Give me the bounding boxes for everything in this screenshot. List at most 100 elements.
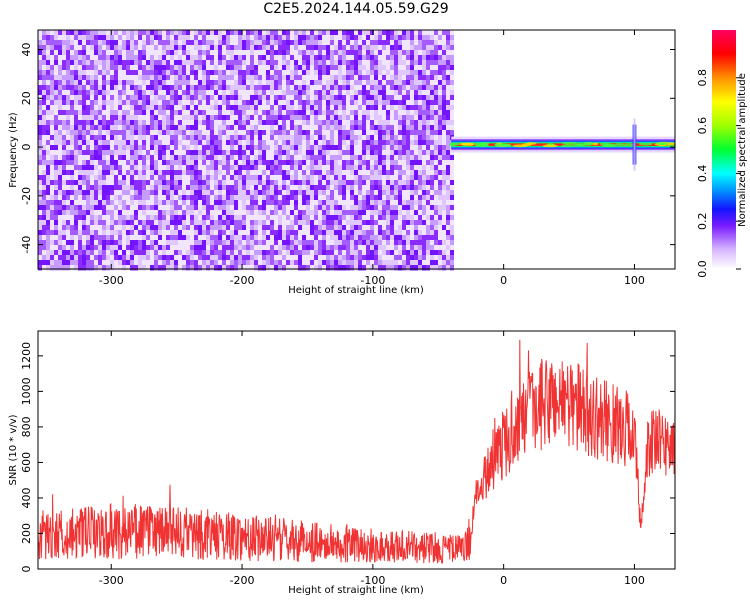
heatmap-cell bbox=[342, 135, 346, 141]
heatmap-cell bbox=[414, 230, 418, 236]
heatmap-cell bbox=[182, 100, 186, 106]
heatmap-cell bbox=[106, 210, 110, 216]
heatmap-cell bbox=[206, 260, 210, 266]
heatmap-cell bbox=[194, 235, 198, 241]
heatmap-cell bbox=[50, 230, 54, 236]
heatmap-cell bbox=[310, 235, 314, 241]
heatmap-cell bbox=[170, 245, 174, 251]
heatmap-cell bbox=[266, 150, 270, 156]
heatmap-cell bbox=[362, 220, 366, 226]
heatmap-cell bbox=[202, 230, 206, 236]
heatmap-cell bbox=[214, 175, 218, 181]
heatmap-cell bbox=[90, 230, 94, 236]
heatmap-cell bbox=[98, 255, 102, 261]
heatmap-cell bbox=[330, 230, 334, 236]
heatmap-cell bbox=[370, 230, 374, 236]
heatmap-cell bbox=[186, 60, 190, 66]
heatmap-cell bbox=[442, 65, 446, 71]
heatmap-cell bbox=[174, 205, 178, 211]
heatmap-cell bbox=[194, 85, 198, 91]
heatmap-cell bbox=[238, 50, 242, 56]
heatmap-cell bbox=[218, 40, 222, 46]
heatmap-cell bbox=[218, 215, 222, 221]
heatmap-cell bbox=[338, 190, 342, 196]
heatmap-cell bbox=[214, 250, 218, 256]
heatmap-cell bbox=[370, 165, 374, 171]
heatmap-cell bbox=[98, 240, 102, 246]
heatmap-cell bbox=[46, 135, 50, 141]
heatmap-cell bbox=[426, 35, 430, 41]
heatmap-cell bbox=[134, 200, 138, 206]
heatmap-cell bbox=[222, 75, 226, 81]
heatmap-cell bbox=[414, 210, 418, 216]
heatmap-cell bbox=[122, 110, 126, 116]
heatmap-cell bbox=[298, 255, 302, 261]
heatmap-cell bbox=[178, 65, 182, 71]
heatmap-cell bbox=[170, 165, 174, 171]
heatmap-cell bbox=[74, 35, 78, 41]
heatmap-cell bbox=[46, 250, 50, 256]
heatmap-cell bbox=[54, 110, 58, 116]
heatmap-cell bbox=[242, 230, 246, 236]
heatmap-cell bbox=[390, 145, 394, 151]
heatmap-cell bbox=[278, 115, 282, 121]
heatmap-cell bbox=[366, 155, 370, 161]
heatmap-cell bbox=[142, 180, 146, 186]
heatmap-cell bbox=[282, 210, 286, 216]
heatmap-cell bbox=[326, 165, 330, 171]
heatmap-cell bbox=[306, 145, 310, 151]
heatmap-cell bbox=[182, 90, 186, 96]
heatmap-cell bbox=[198, 200, 202, 206]
heatmap-cell bbox=[74, 200, 78, 206]
heatmap-cell bbox=[394, 250, 398, 256]
heatmap-cell bbox=[294, 70, 298, 76]
heatmap-cell bbox=[378, 235, 382, 241]
heatmap-cell bbox=[54, 100, 58, 106]
heatmap-cell bbox=[450, 250, 454, 256]
heatmap-cell bbox=[282, 105, 286, 111]
heatmap-cell bbox=[358, 100, 362, 106]
heatmap-cell bbox=[234, 40, 238, 46]
heatmap-cell bbox=[434, 205, 438, 211]
heatmap-cell bbox=[382, 40, 386, 46]
heatmap-cell bbox=[418, 195, 422, 201]
heatmap-cell bbox=[226, 125, 230, 131]
heatmap-cell bbox=[166, 55, 170, 61]
heatmap-cell bbox=[38, 235, 42, 241]
heatmap-cell bbox=[206, 165, 210, 171]
heatmap-cell bbox=[254, 180, 258, 186]
heatmap-cell bbox=[402, 80, 406, 86]
heatmap-cell bbox=[286, 130, 290, 136]
heatmap-cell bbox=[126, 190, 130, 196]
heatmap-cell bbox=[414, 55, 418, 61]
heatmap-cell bbox=[146, 120, 150, 126]
heatmap-cell bbox=[334, 235, 338, 241]
heatmap-cell bbox=[102, 80, 106, 86]
heatmap-cell bbox=[218, 260, 222, 266]
heatmap-cell bbox=[430, 105, 434, 111]
heatmap-cell bbox=[290, 205, 294, 211]
heatmap-cell bbox=[198, 75, 202, 81]
heatmap-cell bbox=[54, 260, 58, 266]
heatmap-cell bbox=[266, 95, 270, 101]
heatmap-cell bbox=[82, 250, 86, 256]
heatmap-cell bbox=[418, 225, 422, 231]
heatmap-cell bbox=[394, 50, 398, 56]
heatmap-cell bbox=[382, 180, 386, 186]
heatmap-cell bbox=[386, 175, 390, 181]
heatmap-cell bbox=[326, 220, 330, 226]
heatmap-cell bbox=[314, 75, 318, 81]
heatmap-cell bbox=[318, 120, 322, 126]
heatmap-cell bbox=[430, 115, 434, 121]
heatmap-cell bbox=[70, 210, 74, 216]
heatmap-cell bbox=[214, 85, 218, 91]
heatmap-cell bbox=[202, 210, 206, 216]
heatmap-cell bbox=[182, 265, 186, 271]
heatmap-cell bbox=[226, 40, 230, 46]
heatmap-cell bbox=[222, 110, 226, 116]
heatmap-cell bbox=[266, 105, 270, 111]
heatmap-cell bbox=[358, 115, 362, 121]
heatmap-cell bbox=[422, 225, 426, 231]
heatmap-cell bbox=[374, 225, 378, 231]
heatmap-cell bbox=[202, 45, 206, 51]
